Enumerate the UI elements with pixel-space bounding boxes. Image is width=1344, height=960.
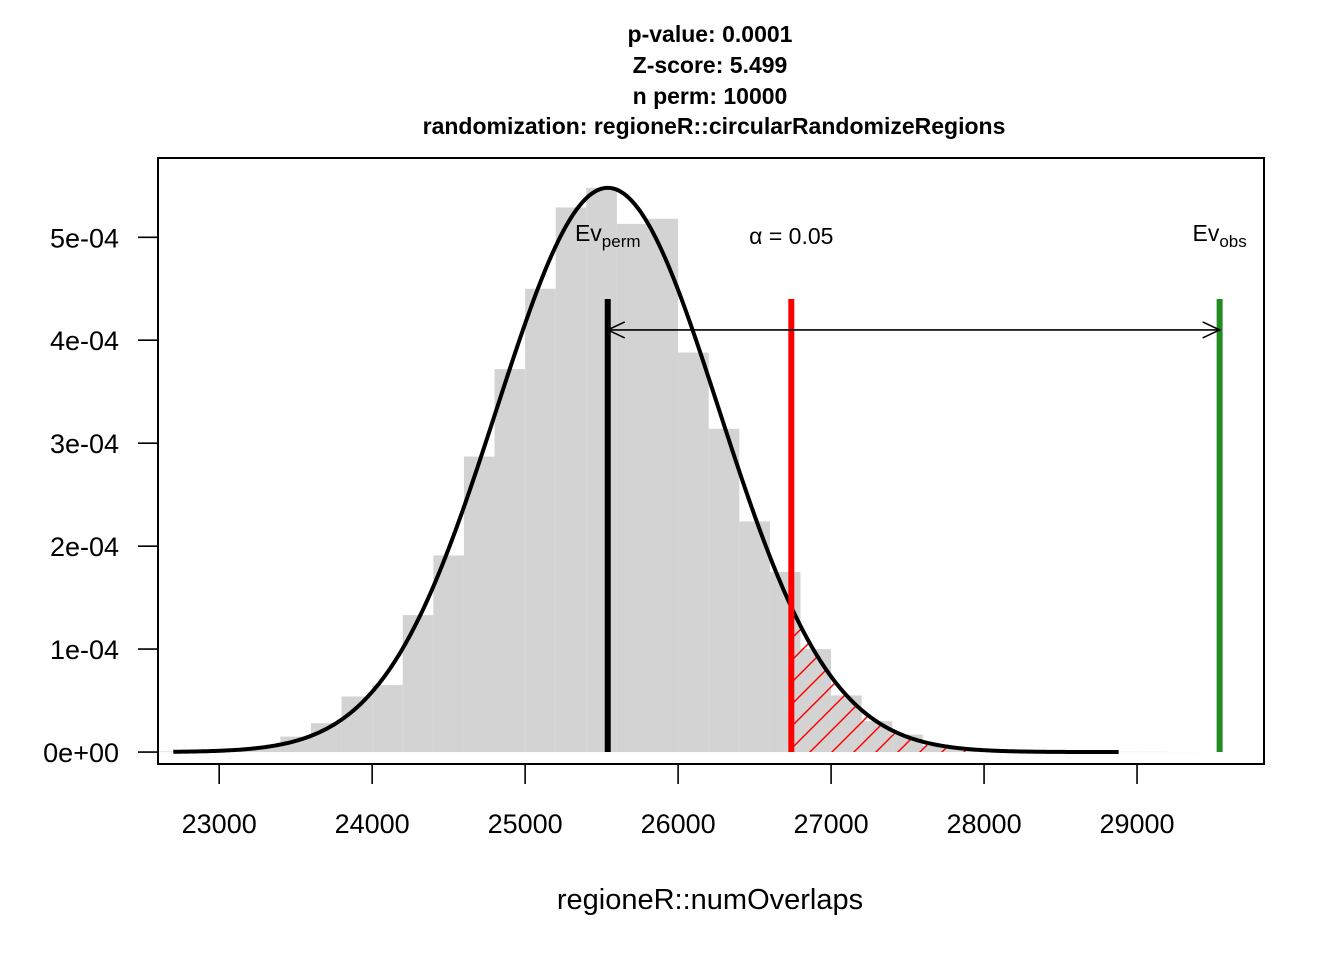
reference-lines [604, 299, 1223, 753]
histogram-bar [402, 615, 434, 753]
x-axis-label: regioneR::numOverlaps [557, 884, 863, 916]
arrow-head-right [1202, 321, 1222, 339]
arrow-head-left [605, 321, 626, 339]
x-tick-label: 23000 [182, 809, 257, 839]
y-tick-label: 2e-04 [50, 532, 119, 562]
histogram-bar [616, 223, 648, 753]
hatch-area [791, 607, 1119, 753]
histogram-bar [739, 521, 770, 753]
histogram-bar [372, 685, 403, 753]
title-zscore: Z-score: 5.499 [633, 52, 788, 78]
ev-perm-label-main: Ev [575, 220, 602, 246]
x-tick-label: 27000 [794, 809, 869, 839]
x-tick-label: 25000 [488, 809, 563, 839]
y-tick-label: 4e-04 [50, 326, 119, 356]
histogram-bar [158, 751, 189, 753]
hatched-rejection-region [791, 607, 1119, 753]
histogram-bar [647, 218, 679, 753]
histogram-bar [463, 456, 495, 753]
histogram-bar [555, 207, 587, 753]
ev-perm-label-subscript: perm [602, 232, 641, 251]
y-tick-label: 1e-04 [50, 635, 119, 665]
x-tick-label: 28000 [947, 809, 1022, 839]
y-axis: 0e+00 1e-04 2e-04 3e-04 4e-04 5e-04 [43, 223, 159, 768]
x-tick-label: 29000 [1099, 809, 1174, 839]
plot-title: p-value: 0.0001 Z-score: 5.499 n perm: 1… [423, 21, 1006, 139]
ev-obs-label-main: Ev [1193, 220, 1220, 246]
y-tick-label: 0e+00 [43, 738, 119, 768]
histogram-bar [678, 352, 709, 753]
title-nperm: n perm: 10000 [633, 83, 788, 109]
title-pvalue: p-value: 0.0001 [628, 21, 793, 47]
ev-obs-label-subscript: obs [1219, 232, 1246, 251]
normal-density-curve [173, 185, 1119, 755]
ev-obs-label: Evobs [1193, 220, 1247, 251]
x-tick-label: 24000 [335, 809, 410, 839]
y-tick-label: 3e-04 [50, 429, 119, 459]
histogram-bar [708, 428, 740, 753]
title-randomization: randomization: regioneR::circularRandomi… [423, 113, 1006, 139]
x-axis: 23000 24000 25000 26000 27000 28000 29000 [182, 763, 1175, 839]
histogram-bar [249, 746, 281, 753]
histogram-bars [158, 187, 1199, 753]
histogram-bar [433, 555, 464, 753]
y-tick-label: 5e-04 [50, 223, 119, 253]
alpha-label: α = 0.05 [749, 223, 833, 249]
ev-perm-label: Evperm [575, 220, 641, 251]
histogram-bar [586, 187, 617, 753]
histogram-bar [494, 369, 526, 753]
density-curve-layer [173, 185, 1119, 755]
x-tick-label: 26000 [641, 809, 716, 839]
histogram-bar [525, 288, 556, 753]
